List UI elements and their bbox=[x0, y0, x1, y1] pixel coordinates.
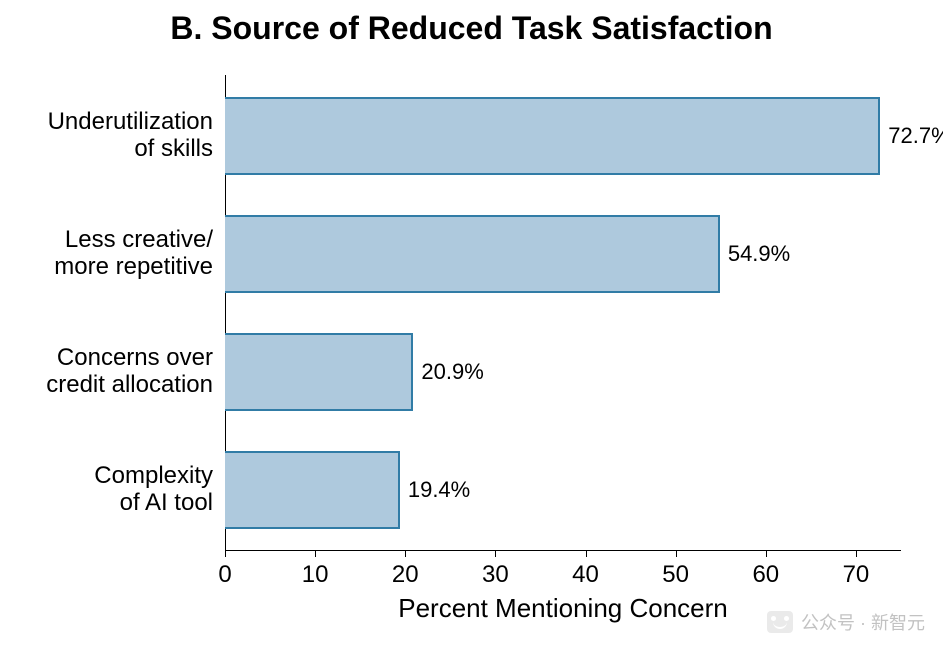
x-tick-mark bbox=[315, 550, 316, 557]
x-tick-label: 40 bbox=[572, 561, 599, 589]
x-tick-label: 50 bbox=[662, 561, 689, 589]
x-tick-mark bbox=[495, 550, 496, 557]
watermark: 公众号 · 新智元 bbox=[767, 609, 925, 635]
x-tick-mark bbox=[586, 550, 587, 557]
x-tick-label: 60 bbox=[752, 561, 779, 589]
y-category-label: Complexityof AI tool bbox=[3, 462, 213, 517]
x-tick-mark bbox=[766, 550, 767, 557]
y-category-label: Concerns overcredit allocation bbox=[3, 344, 213, 399]
chart-title: B. Source of Reduced Task Satisfaction bbox=[0, 10, 943, 47]
chart-container: B. Source of Reduced Task Satisfaction 7… bbox=[0, 0, 943, 649]
x-tick-mark bbox=[856, 550, 857, 557]
plot-area: 72.7%54.9%20.9%19.4% Underutilizationof … bbox=[225, 75, 901, 550]
bar-value-label: 72.7% bbox=[888, 123, 943, 149]
x-tick-label: 10 bbox=[302, 561, 329, 589]
x-tick-mark bbox=[405, 550, 406, 557]
bar-value-label: 20.9% bbox=[421, 359, 483, 385]
bar bbox=[225, 451, 400, 529]
x-tick-label: 0 bbox=[218, 561, 231, 589]
bar-value-label: 54.9% bbox=[728, 241, 790, 267]
x-tick-mark bbox=[225, 550, 226, 557]
bar bbox=[225, 97, 880, 175]
bar bbox=[225, 333, 413, 411]
bar-value-label: 19.4% bbox=[408, 477, 470, 503]
watermark-text: 公众号 · 新智元 bbox=[801, 609, 925, 635]
x-tick-label: 30 bbox=[482, 561, 509, 589]
y-category-label: Underutilizationof skills bbox=[3, 108, 213, 163]
x-tick-label: 70 bbox=[843, 561, 870, 589]
wechat-icon bbox=[767, 611, 793, 633]
x-tick-mark bbox=[676, 550, 677, 557]
bar bbox=[225, 215, 720, 293]
y-category-label: Less creative/more repetitive bbox=[3, 226, 213, 281]
x-axis-line bbox=[225, 550, 901, 551]
x-tick-label: 20 bbox=[392, 561, 419, 589]
